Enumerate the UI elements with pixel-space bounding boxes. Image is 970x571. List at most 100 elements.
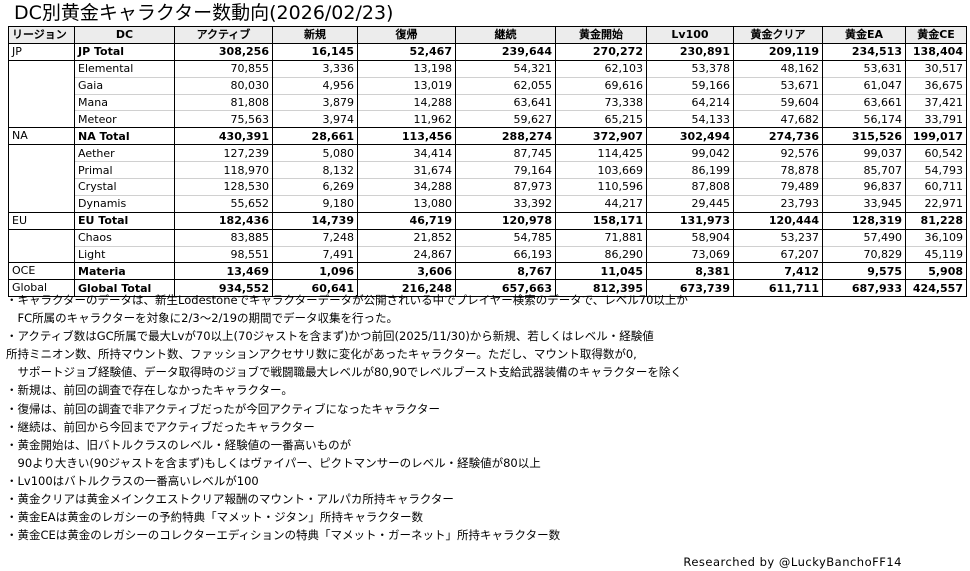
stats-table: リージョン DC アクティブ 新規 復帰 継続 黄金開始 Lv100 黄金クリア 黄金EA 黄金CE…: [8, 26, 967, 298]
region-cell: JP: [8, 42, 75, 61]
dc-cell: NA Total: [74, 127, 175, 146]
region-cell: [8, 195, 75, 213]
table-row: Elemental 70,855 3,336 13,198 54,321 62,103 53…: [8, 59, 967, 78]
value-cell: 22,971: [905, 194, 967, 213]
value-cell: 687,933: [822, 279, 906, 298]
region-cell: [8, 60, 75, 78]
page-title: DC別黄金キャラクター数動向(2026/02/23): [14, 2, 394, 24]
value-cell: 70,855: [174, 59, 273, 78]
table-row: NA NA Total 430,391 28,661 113,456 288,274 372…: [8, 127, 967, 146]
value-cell: 36,675: [905, 76, 967, 95]
value-cell: 60,542: [905, 144, 967, 162]
value-cell: 7,412: [733, 262, 823, 281]
value-cell: 113,456: [357, 127, 456, 146]
table-row: Light 98,551 7,491 24,867 66,193 86,290 73,069…: [8, 245, 967, 263]
region-cell: Global: [8, 279, 75, 298]
column-header: 黄金EA: [822, 26, 906, 44]
value-cell: 120,978: [455, 211, 556, 230]
value-cell: 8,767: [455, 262, 556, 281]
value-cell: 81,228: [905, 211, 967, 230]
value-cell: 120,444: [733, 211, 823, 230]
value-cell: 4,956: [272, 76, 358, 95]
value-cell: 53,671: [733, 76, 823, 95]
column-header: 継続: [455, 26, 556, 44]
value-cell: 30,517: [905, 59, 967, 78]
value-cell: 234,513: [822, 42, 906, 61]
column-header: リージョン: [8, 26, 75, 44]
value-cell: 9,180: [272, 194, 358, 213]
value-cell: 13,198: [357, 59, 456, 78]
value-cell: 611,711: [733, 279, 823, 298]
value-cell: 81,808: [174, 93, 273, 111]
value-cell: 24,867: [357, 245, 456, 263]
column-header: 黄金クリア: [733, 26, 823, 44]
value-cell: 131,973: [646, 211, 734, 230]
value-cell: 657,663: [455, 279, 556, 298]
column-header: 復帰: [357, 26, 456, 44]
note-line: 90より大きい(90ジャストを含まず)もしくはヴァイパー、ピクトマンサーのレベル…: [6, 455, 541, 470]
note-line: FC所属のキャラクターを対象に2/3～2/19の期間でデータ収集を行った。: [6, 311, 399, 326]
value-cell: 127,239: [174, 144, 273, 162]
value-cell: 86,290: [555, 245, 647, 263]
value-cell: 53,631: [822, 59, 906, 78]
value-cell: 61,047: [822, 76, 906, 95]
value-cell: 64,214: [646, 93, 734, 111]
value-cell: 46,719: [357, 211, 456, 230]
value-cell: 9,575: [822, 262, 906, 281]
dc-cell: Mana: [74, 93, 175, 111]
table-header-row: リージョン DC アクティブ 新規 復帰 継続 黄金開始 Lv100 黄金クリア 黄金EA 黄金CE: [8, 26, 967, 44]
value-cell: 57,490: [822, 228, 906, 247]
dc-cell: Elemental: [74, 59, 175, 78]
value-cell: 288,274: [455, 127, 556, 146]
value-cell: 85,707: [822, 161, 906, 179]
value-cell: 3,974: [272, 110, 358, 128]
value-cell: 7,491: [272, 245, 358, 263]
note-line: ・Lv100はバトルクラスの一番高いレベルが100: [6, 473, 259, 488]
value-cell: 45,119: [905, 245, 967, 263]
value-cell: 54,793: [905, 161, 967, 179]
column-header: 黄金開始: [555, 26, 647, 44]
value-cell: 11,962: [357, 110, 456, 128]
note-line: ・黄金開始は、旧バトルクラスのレベル・経験値の一番高いものが: [6, 437, 352, 452]
value-cell: 62,055: [455, 76, 556, 95]
value-cell: 80,030: [174, 76, 273, 95]
value-cell: 55,652: [174, 194, 273, 213]
value-cell: 37,421: [905, 93, 967, 111]
value-cell: 315,526: [822, 127, 906, 146]
note-line: ・継続は、前回から今回までアクティブだったキャラクター: [6, 419, 315, 434]
value-cell: 13,469: [174, 262, 273, 281]
value-cell: 209,119: [733, 42, 823, 61]
value-cell: 3,336: [272, 59, 358, 78]
value-cell: 56,174: [822, 110, 906, 128]
value-cell: 60,711: [905, 178, 967, 196]
region-cell: [8, 77, 75, 95]
table-row: JP JP Total 308,256 16,145 52,467 239,644 270,…: [8, 42, 967, 61]
value-cell: 62,103: [555, 59, 647, 78]
value-cell: 44,217: [555, 194, 647, 213]
value-cell: 83,885: [174, 228, 273, 247]
value-cell: 63,641: [455, 93, 556, 111]
note-line: ・復帰は、前回の調査で非アクティブだったが今回アクティブになったキャラクター: [6, 401, 441, 416]
value-cell: 96,837: [822, 178, 906, 196]
dc-cell: Meteor: [74, 110, 175, 128]
credit-text: Researched by @LuckyBanchoFF14: [683, 555, 902, 569]
value-cell: 59,604: [733, 93, 823, 111]
value-cell: 424,557: [905, 279, 967, 298]
value-cell: 54,785: [455, 228, 556, 247]
value-cell: 430,391: [174, 127, 273, 146]
value-cell: 21,852: [357, 228, 456, 247]
value-cell: 99,037: [822, 144, 906, 162]
value-cell: 33,945: [822, 194, 906, 213]
value-cell: 86,199: [646, 161, 734, 179]
note-line: ・キャラクターのデータは、新生Lodestoneでキャラクターデータが公開されい…: [6, 293, 688, 307]
dc-cell: EU Total: [74, 211, 175, 230]
note-line: ・新規は、前回の調査で存在しなかったキャラクター。: [6, 383, 293, 398]
value-cell: 216,248: [357, 279, 456, 298]
value-cell: 14,739: [272, 211, 358, 230]
note-line: サポートジョブ経験値、データ取得時のジョブで戦闘職最大レベルが80,90でレベル…: [6, 365, 682, 380]
value-cell: 87,973: [455, 178, 556, 196]
value-cell: 230,891: [646, 42, 734, 61]
value-cell: 69,616: [555, 76, 647, 95]
dc-cell: Primal: [74, 161, 175, 179]
value-cell: 59,627: [455, 110, 556, 128]
